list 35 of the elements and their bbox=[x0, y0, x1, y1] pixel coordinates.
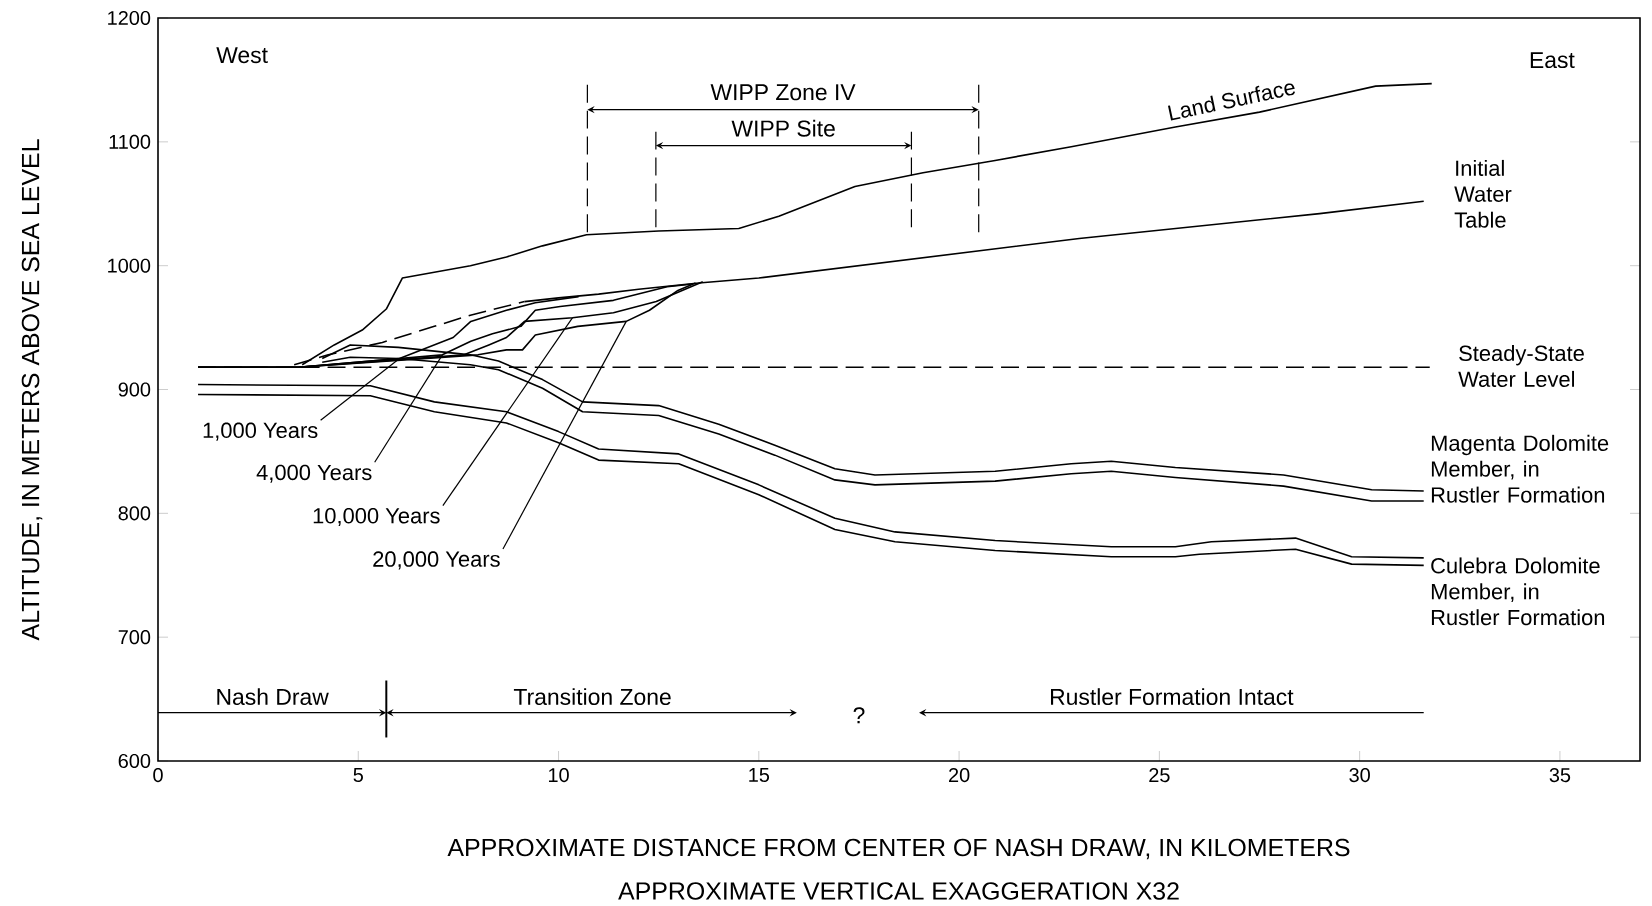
y-tick-label: 700 bbox=[118, 630, 151, 645]
y-tick-label: 1200 bbox=[108, 10, 151, 26]
y-tick-label: 900 bbox=[118, 382, 151, 397]
x-tick-label: 20 bbox=[949, 768, 970, 783]
x-tick-label: 10 bbox=[548, 768, 569, 783]
text: 10,000 Years bbox=[313, 508, 440, 527]
series-label: Culebra Dolomite Member, in Rustler Formation bbox=[1431, 557, 1605, 626]
annotation: Transition Zone bbox=[513, 688, 671, 706]
y-axis-title: ALTITUDE, IN METERS ABOVE SEA LEVEL bbox=[21, 139, 43, 641]
annotation: Nash Draw bbox=[217, 688, 329, 706]
series-label: Magenta Dolomite Member, in Rustler Formation bbox=[1431, 434, 1609, 503]
text: 20,000 Years bbox=[373, 551, 500, 570]
text: 4,000 Years bbox=[256, 464, 372, 483]
series-label: Steady-State Water Level bbox=[1458, 344, 1584, 387]
y-tick-label: 800 bbox=[118, 506, 151, 521]
text: APPROXIMATE VERTICAL EXAGGERATION X32 bbox=[618, 882, 1179, 900]
y-tick-label: 1000 bbox=[108, 258, 151, 273]
annotation: ? bbox=[853, 707, 865, 724]
x-tick-label: 25 bbox=[1149, 768, 1170, 783]
annotation: West bbox=[216, 47, 268, 64]
x-tick-label: 0 bbox=[153, 768, 163, 783]
y-tick-label: 1100 bbox=[109, 134, 151, 149]
text: Land Surface bbox=[1167, 83, 1296, 121]
annotation: WIPP Site bbox=[731, 119, 835, 137]
series-label: Initial Water Table bbox=[1454, 159, 1512, 228]
x-tick-label: 35 bbox=[1549, 768, 1571, 783]
y-tick-label: 600 bbox=[118, 753, 151, 769]
text: 1,000 Years bbox=[203, 422, 318, 441]
annotation: WIPP Zone IV bbox=[710, 84, 856, 101]
x-tick-label: 15 bbox=[749, 768, 770, 782]
x-axis-title: APPROXIMATE DISTANCE FROM CENTER OF NASH DRAW, IN KILOMETERS bbox=[447, 838, 1350, 860]
x-tick-label: 5 bbox=[353, 768, 363, 782]
annotation: East bbox=[1530, 52, 1575, 69]
x-tick-label: 30 bbox=[1349, 768, 1370, 783]
annotation: Rustler Formation Intact bbox=[1051, 688, 1294, 706]
